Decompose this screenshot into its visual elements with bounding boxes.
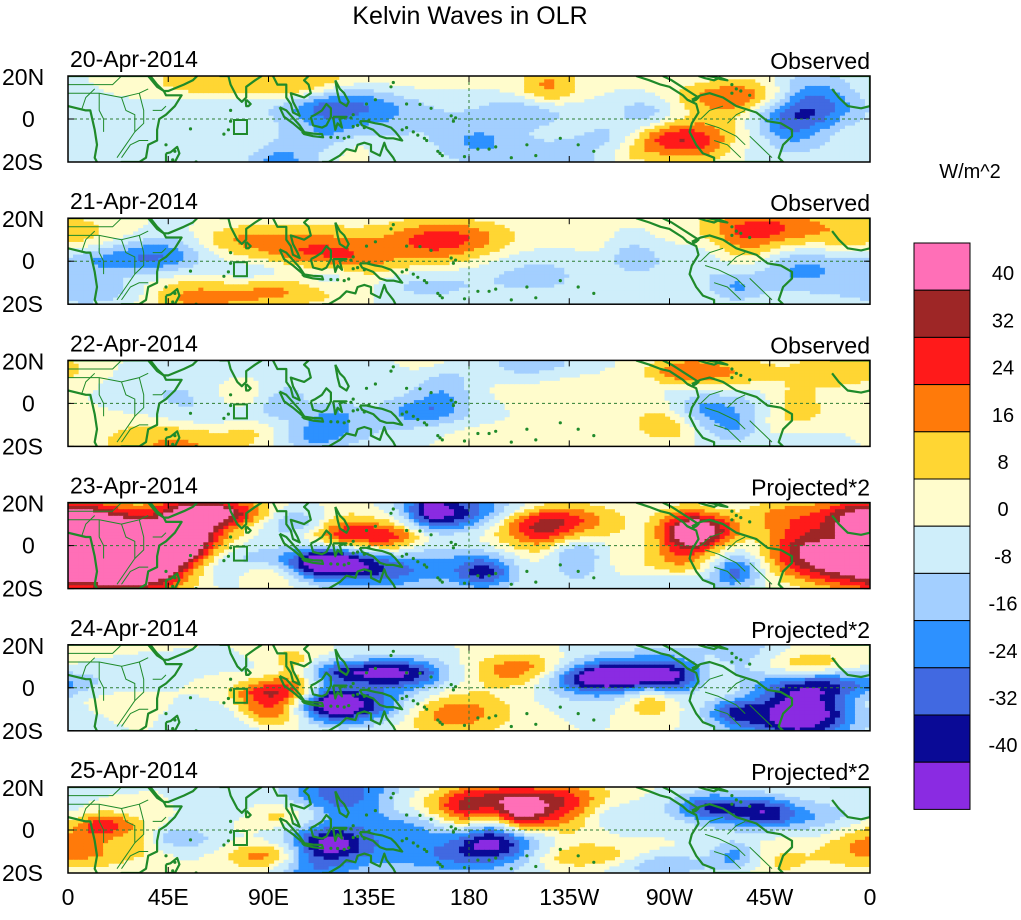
latitude-label: 20S bbox=[2, 291, 43, 317]
latitude-label: 20S bbox=[2, 149, 43, 175]
colorbar-swatch bbox=[913, 384, 971, 433]
longitude-label: 180 bbox=[450, 884, 488, 910]
colorbar-tick-label: 0 bbox=[997, 499, 1008, 521]
map-panel: 21-Apr-2014 Observed 20N 0 20S bbox=[2, 188, 871, 317]
colorbar-swatch bbox=[913, 431, 971, 480]
colorbar-swatch bbox=[913, 620, 971, 669]
longitude-label: 90E bbox=[248, 884, 289, 910]
latitude-label: 20N bbox=[2, 348, 44, 374]
panel-date: 20-Apr-2014 bbox=[70, 46, 198, 72]
reference-box bbox=[232, 261, 248, 278]
figure-title: Kelvin Waves in OLR bbox=[352, 2, 587, 30]
latitude-label: 20S bbox=[2, 576, 43, 602]
latitude-label: 0 bbox=[22, 675, 35, 701]
latitude-label: 0 bbox=[22, 106, 35, 132]
colorbar-tick-label: -32 bbox=[989, 688, 1018, 710]
panel-date: 21-Apr-2014 bbox=[70, 188, 198, 214]
panel-label: Projected*2 bbox=[751, 759, 870, 785]
latitude-label: 20N bbox=[2, 633, 44, 659]
panel-date: 24-Apr-2014 bbox=[70, 615, 198, 641]
reference-box bbox=[232, 119, 248, 135]
colorbar-swatch bbox=[913, 242, 971, 291]
colorbar-units: W/m^2 bbox=[939, 161, 1001, 183]
colorbar: W/m^2 40 32 24 16 8 0 -8 -16 -24 -32 -40 bbox=[913, 161, 1018, 810]
latitude-label: 20S bbox=[2, 860, 43, 886]
longitude-label: 90W bbox=[646, 884, 694, 910]
colorbar-tick-label: -24 bbox=[989, 641, 1018, 663]
colorbar-tick-label: -16 bbox=[989, 594, 1018, 616]
latitude-label: 0 bbox=[22, 817, 35, 843]
colorbar-swatch bbox=[913, 572, 971, 622]
longitude-label: 0 bbox=[62, 884, 75, 910]
coastlines bbox=[68, 502, 870, 589]
latitude-label: 20S bbox=[2, 433, 43, 459]
longitude-label: 135W bbox=[539, 884, 599, 910]
latitude-label: 20N bbox=[2, 491, 44, 517]
panel-label: Projected*2 bbox=[751, 617, 870, 643]
map-panel: 25-Apr-2014 Projected*2 20N 0 20S bbox=[2, 757, 871, 886]
colorbar-swatch bbox=[913, 761, 971, 810]
longitude-label: 45W bbox=[746, 884, 794, 910]
latitude-label: 0 bbox=[22, 533, 35, 559]
map-panel: 23-Apr-2014 Projected*2 20N 0 20S bbox=[2, 473, 871, 602]
colorbar-tick-label: 40 bbox=[992, 263, 1014, 285]
colorbar-swatch bbox=[913, 289, 971, 338]
panel-date: 25-Apr-2014 bbox=[70, 757, 198, 783]
longitude-label: 45E bbox=[148, 884, 189, 910]
panel-date: 23-Apr-2014 bbox=[70, 473, 198, 499]
map-panel: 22-Apr-2014 Observed 20N 0 20S bbox=[2, 330, 871, 459]
latitude-label: 20S bbox=[2, 718, 43, 744]
reference-box bbox=[232, 545, 248, 562]
coastlines bbox=[68, 360, 870, 447]
reference-box bbox=[232, 403, 248, 420]
panel-label: Observed bbox=[770, 190, 870, 216]
map-panel: 24-Apr-2014 Projected*2 20N 0 20S bbox=[2, 615, 871, 744]
latitude-label: 0 bbox=[22, 248, 35, 274]
latitude-label: 20N bbox=[2, 206, 44, 232]
longitude-label: 0 bbox=[864, 884, 877, 910]
colorbar-tick-label: 16 bbox=[992, 405, 1014, 427]
coastlines bbox=[68, 218, 870, 305]
reference-box bbox=[232, 830, 248, 846]
colorbar-swatch bbox=[913, 478, 971, 527]
colorbar-swatch bbox=[913, 714, 971, 763]
reference-box bbox=[232, 687, 248, 704]
panel-label: Observed bbox=[770, 332, 870, 358]
colorbar-tick-label: 8 bbox=[997, 452, 1008, 474]
longitude-label: 135E bbox=[342, 884, 396, 910]
colorbar-tick-label: 32 bbox=[992, 310, 1014, 332]
latitude-label: 0 bbox=[22, 390, 35, 416]
coastlines bbox=[68, 787, 870, 873]
map-panels: 20-Apr-2014 Observed 20N 0 20S 21-Apr-2014 Obs… bbox=[2, 46, 871, 886]
colorbar-tick-label: -40 bbox=[989, 735, 1018, 757]
panel-label: Projected*2 bbox=[751, 475, 870, 501]
panel-label: Observed bbox=[770, 48, 870, 74]
colorbar-swatch bbox=[913, 336, 971, 386]
map-panel: 20-Apr-2014 Observed 20N 0 20S bbox=[2, 46, 871, 175]
colorbar-swatch bbox=[913, 667, 971, 716]
longitude-axis: 0 45E 90E 135E 180 135W 90W 45W 0 bbox=[62, 884, 877, 910]
panel-date: 22-Apr-2014 bbox=[70, 330, 198, 356]
latitude-label: 20N bbox=[2, 64, 44, 90]
colorbar-tick-label: -8 bbox=[994, 546, 1012, 568]
latitude-label: 20N bbox=[2, 775, 44, 801]
coastlines bbox=[68, 644, 870, 731]
colorbar-swatch bbox=[913, 525, 971, 574]
colorbar-tick-label: 24 bbox=[992, 358, 1014, 380]
